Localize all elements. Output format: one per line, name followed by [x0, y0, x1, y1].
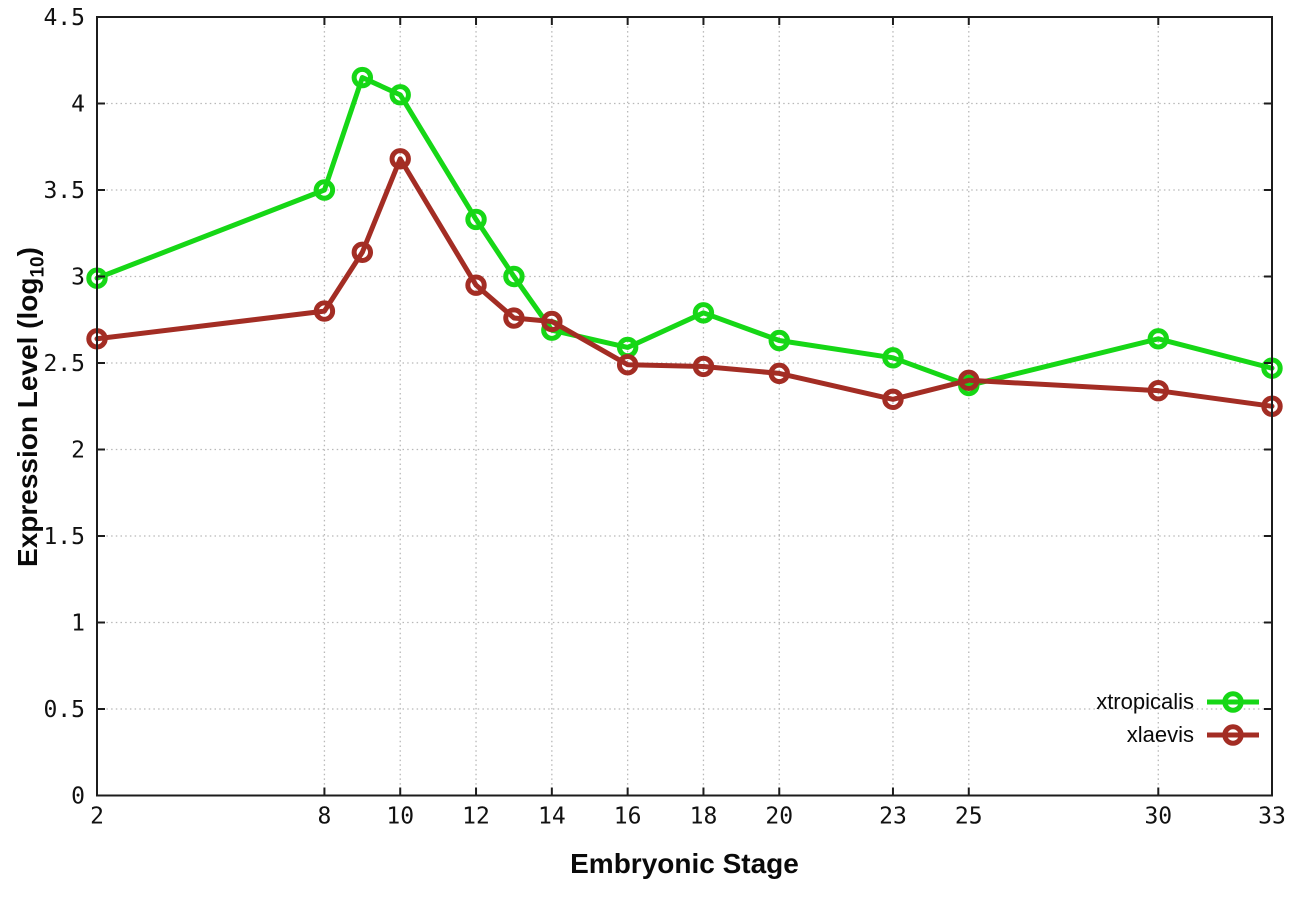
data-point-xlaevis: [313, 300, 336, 322]
data-point-xtropicalis: [351, 66, 374, 89]
y-axis-title-main: Expression Level (log: [12, 277, 43, 567]
y-axis-title-subscript: 10: [27, 256, 49, 278]
x-tick-label: 16: [614, 804, 642, 830]
data-point-xlaevis: [389, 148, 411, 170]
data-point-xtropicalis: [313, 179, 336, 201]
y-tick-label: 0.5: [43, 697, 85, 723]
legend-marker-xtropicalis: [1207, 690, 1259, 713]
y-tick-label: 4.5: [43, 5, 85, 31]
y-axis-title: Expression Level (log10): [9, 57, 49, 757]
data-point-xlaevis: [616, 354, 639, 376]
y-tick-label: 2: [71, 438, 85, 464]
y-axis-title-end: ): [12, 247, 43, 257]
data-point-xlaevis: [882, 388, 904, 411]
data-point-xtropicalis: [503, 265, 525, 288]
data-point-xlaevis: [503, 307, 525, 329]
series-xlaevis-line: [94, 156, 1275, 409]
legend-entry-xlaevis: xlaevis: [1096, 719, 1262, 750]
data-point-xlaevis: [958, 369, 980, 391]
legend-entry-xtropicalis: xtropicalis: [1096, 686, 1262, 717]
data-point-xtropicalis: [389, 84, 411, 106]
series-xtropicalis-line: [94, 75, 1275, 388]
y-tick-label: 3.5: [43, 178, 85, 204]
data-point-xlaevis: [541, 310, 563, 333]
x-tick-label: 8: [317, 804, 331, 830]
data-point-xlaevis: [768, 362, 790, 385]
x-tick-label: 10: [386, 804, 414, 830]
y-tick-label: 1.5: [43, 524, 85, 550]
x-tick-label: 18: [690, 804, 718, 830]
y-tick-label: 3: [71, 265, 85, 291]
y-tick-label: 2.5: [43, 351, 85, 377]
plot-border: [96, 16, 1273, 797]
x-tick-label: 30: [1144, 804, 1172, 830]
x-tick-label: 2: [90, 804, 104, 830]
data-point-xlaevis: [465, 274, 487, 296]
data-point-xlaevis: [1147, 379, 1169, 402]
x-axis-title: Embryonic Stage: [570, 848, 799, 879]
x-tick-label: 12: [462, 804, 490, 830]
y-tick-label: 4: [71, 92, 85, 118]
legend-label-xlaevis: xlaevis: [1126, 721, 1194, 747]
data-point-xtropicalis: [1147, 328, 1169, 350]
legend: xtropicalis xlaevis: [1096, 686, 1262, 750]
data-point-xlaevis: [351, 241, 374, 263]
legend-label-xtropicalis: xtropicalis: [1096, 688, 1194, 714]
data-point-xtropicalis: [882, 347, 904, 369]
y-tick-label: 0: [71, 784, 85, 810]
x-tick-label: 25: [955, 804, 983, 830]
data-point-xtropicalis: [692, 302, 715, 324]
x-tick-label: 14: [538, 804, 566, 830]
x-tick-label: 23: [879, 804, 907, 830]
legend-marker-xlaevis: [1207, 723, 1259, 746]
data-point-xtropicalis: [768, 329, 790, 352]
x-tick-label: 33: [1258, 804, 1286, 830]
x-tick-label: 20: [765, 804, 793, 830]
data-point-xlaevis: [692, 355, 715, 378]
y-tick-label: 1: [71, 611, 85, 637]
data-point-xtropicalis: [465, 208, 487, 231]
